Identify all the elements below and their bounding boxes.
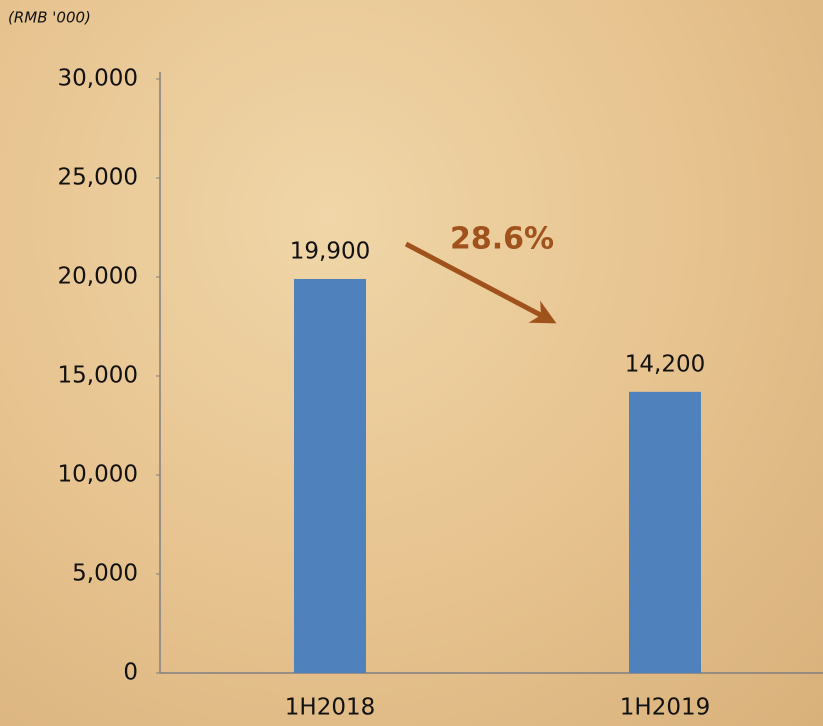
annotation: 28.6% (450, 222, 554, 257)
y-axis-label: (RMB '000) (8, 9, 91, 27)
value-label: 19,900 (290, 238, 370, 264)
bar (629, 391, 701, 673)
y-tick-label: 25,000 (58, 165, 138, 191)
y-tick-label: 5,000 (72, 561, 138, 587)
y-tick-label: 20,000 (58, 264, 138, 290)
y-tick-label: 30,000 (58, 66, 138, 92)
x-tick-label: 1H2018 (285, 695, 375, 721)
y-tick-label: 10,000 (58, 462, 138, 488)
x-tick-label: 1H2019 (620, 695, 710, 721)
bar (294, 278, 366, 673)
arrow (404, 241, 557, 324)
value-label: 14,200 (625, 351, 705, 377)
y-tick-label: 0 (123, 660, 138, 686)
y-tick-label: 15,000 (58, 363, 138, 389)
